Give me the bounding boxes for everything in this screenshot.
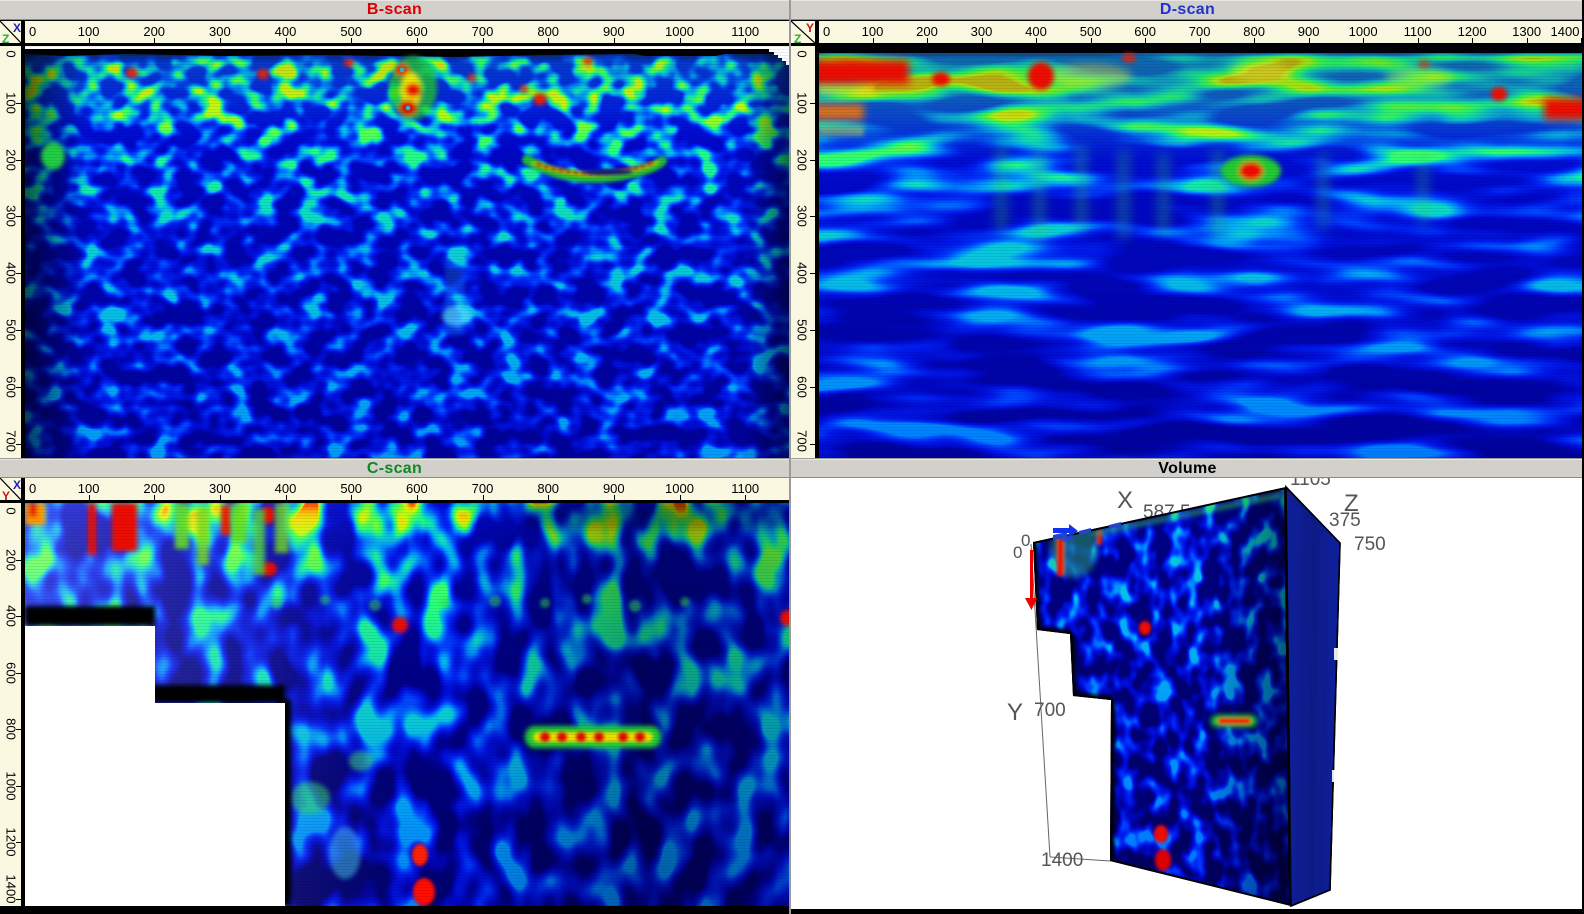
svg-text:Z: Z	[794, 32, 801, 45]
svg-text:Y: Y	[2, 489, 10, 502]
svg-text:Y: Y	[1007, 699, 1023, 726]
svg-text:750: 750	[1354, 534, 1386, 555]
svg-text:X: X	[13, 478, 21, 492]
svg-text:1400: 1400	[1041, 850, 1083, 871]
svg-text:Z: Z	[1344, 490, 1359, 517]
svg-text:X: X	[13, 21, 21, 35]
svg-text:375: 375	[1329, 510, 1361, 531]
svg-text:700: 700	[1034, 700, 1066, 721]
svg-text:0: 0	[1021, 531, 1030, 550]
svg-text:Y: Y	[806, 21, 814, 35]
svg-text:1105: 1105	[1290, 478, 1331, 490]
svg-text:0: 0	[1013, 543, 1022, 562]
svg-text:Z: Z	[2, 32, 9, 45]
svg-text:X: X	[1117, 487, 1133, 514]
